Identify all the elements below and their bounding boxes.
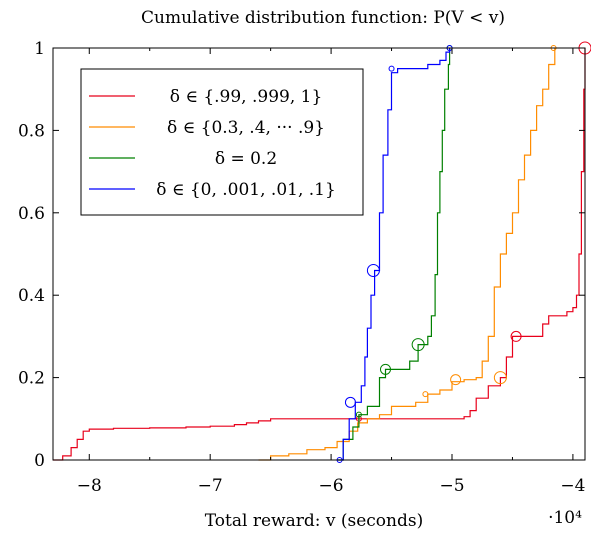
chart-title: Cumulative distribution function: P(V < … [141, 8, 505, 28]
y-tick-label: 0 [34, 451, 45, 471]
x-tick-label: −4 [560, 476, 585, 496]
y-tick-label: 1 [34, 39, 45, 59]
series-marker [380, 363, 391, 375]
y-tick-label: 0.6 [18, 204, 45, 224]
series-marker [422, 391, 429, 398]
series-marker [388, 65, 395, 72]
series-marker [344, 396, 356, 408]
x-tick-label: −5 [439, 476, 464, 496]
legend: δ ∈ {.99, .999, 1} δ ∈ {0.3, .4, ··· .9} δ… [80, 68, 364, 216]
axis-frame [52, 47, 586, 461]
y-tick-label: 0.2 [18, 369, 45, 389]
x-tick-label: −8 [77, 476, 102, 496]
legend-label: δ = 0.2 [215, 149, 277, 169]
y-tick-label: 0.4 [18, 286, 45, 306]
series-marker [411, 338, 425, 352]
series-3 [336, 45, 453, 463]
x-axis-label: Total reward: v (seconds) [205, 511, 423, 531]
series-marker [355, 411, 362, 418]
series-marker [450, 374, 462, 386]
x-tick-label: −6 [319, 476, 344, 496]
series-line [337, 48, 451, 461]
series-marker [510, 330, 522, 342]
series-marker [493, 371, 507, 385]
legend-label: δ ∈ {.99, .999, 1} [170, 87, 323, 107]
axis-layer: −8 −7 −6 −5 −4 0 0.2 0.4 0.6 0.8 1 [18, 39, 586, 496]
series-marker [366, 263, 380, 277]
x-tick-label: −7 [198, 476, 223, 496]
x-axis-multiplier: ·10⁴ [548, 508, 582, 528]
series-line [53, 48, 586, 461]
series-layer [53, 41, 591, 463]
legend-box [80, 68, 364, 216]
y-tick-label: 0.8 [18, 121, 45, 141]
series-line [258, 48, 556, 461]
legend-label: δ ∈ {0, .001, .01, .1} [156, 180, 336, 200]
legend-label: δ ∈ {0.3, .4, ··· .9} [167, 118, 325, 138]
